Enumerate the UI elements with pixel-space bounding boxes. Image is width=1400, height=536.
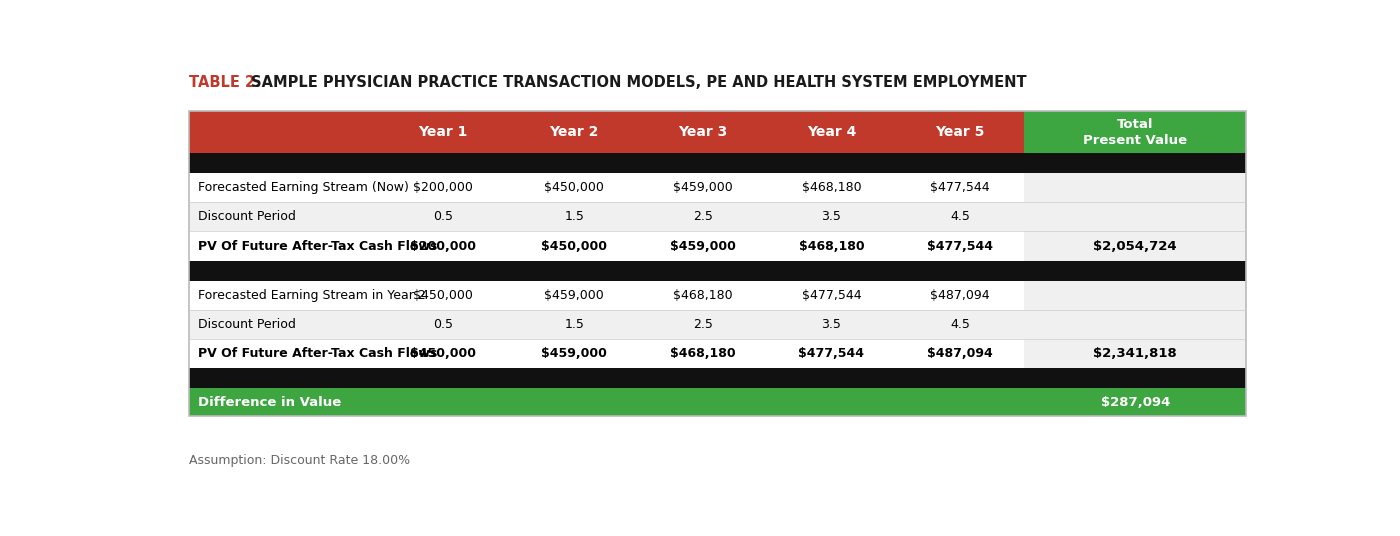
Text: Year 4: Year 4	[806, 125, 857, 139]
Bar	[189, 281, 1025, 310]
Bar	[1025, 111, 1246, 153]
Bar	[189, 202, 1025, 232]
Text: $450,000: $450,000	[410, 347, 476, 360]
Text: 3.5: 3.5	[822, 318, 841, 331]
Bar	[189, 260, 1246, 281]
Text: 0.5: 0.5	[433, 210, 454, 224]
Text: Year 1: Year 1	[419, 125, 468, 139]
Text: $468,180: $468,180	[671, 347, 735, 360]
Bar	[189, 310, 1025, 339]
Bar	[189, 339, 1025, 368]
Text: $200,000: $200,000	[413, 181, 473, 194]
Text: TABLE 2.: TABLE 2.	[189, 75, 260, 90]
Bar	[1025, 281, 1246, 310]
Bar	[189, 368, 1246, 389]
Text: Year 2: Year 2	[549, 125, 599, 139]
Text: 4.5: 4.5	[951, 210, 970, 224]
Bar	[189, 389, 1246, 416]
Bar	[189, 153, 1246, 173]
Text: $450,000: $450,000	[542, 240, 608, 252]
Text: Year 3: Year 3	[678, 125, 728, 139]
Text: $477,544: $477,544	[802, 289, 861, 302]
Text: $477,544: $477,544	[927, 240, 993, 252]
Text: 4.5: 4.5	[951, 318, 970, 331]
Text: Assumption: Discount Rate 18.00%: Assumption: Discount Rate 18.00%	[189, 453, 410, 467]
Bar	[1025, 202, 1246, 232]
Bar	[189, 173, 1025, 202]
Text: PV Of Future After-Tax Cash Flows: PV Of Future After-Tax Cash Flows	[199, 240, 437, 252]
Bar	[189, 111, 1246, 416]
Text: $450,000: $450,000	[545, 181, 603, 194]
Text: $459,000: $459,000	[542, 347, 608, 360]
Text: $459,000: $459,000	[673, 181, 732, 194]
Text: $459,000: $459,000	[669, 240, 736, 252]
Bar	[189, 232, 1025, 260]
Bar	[1025, 173, 1246, 202]
Text: $468,180: $468,180	[673, 289, 732, 302]
Text: 3.5: 3.5	[822, 210, 841, 224]
Text: $477,544: $477,544	[930, 181, 990, 194]
Text: Year 5: Year 5	[935, 125, 984, 139]
Text: $468,180: $468,180	[798, 240, 864, 252]
Text: 1.5: 1.5	[564, 210, 584, 224]
Text: $2,054,724: $2,054,724	[1093, 240, 1177, 252]
Text: $487,094: $487,094	[927, 347, 993, 360]
Bar	[1025, 310, 1246, 339]
Text: $487,094: $487,094	[930, 289, 990, 302]
Bar	[1025, 232, 1246, 260]
Text: $287,094: $287,094	[1100, 396, 1170, 409]
Text: Forecasted Earning Stream (Now): Forecasted Earning Stream (Now)	[199, 181, 409, 194]
Text: Forecasted Earning Stream in Year 2: Forecasted Earning Stream in Year 2	[199, 289, 426, 302]
Text: $2,341,818: $2,341,818	[1093, 347, 1177, 360]
Text: $200,000: $200,000	[410, 240, 476, 252]
Text: 1.5: 1.5	[564, 318, 584, 331]
Text: $468,180: $468,180	[802, 181, 861, 194]
Bar	[1025, 339, 1246, 368]
Text: PV Of Future After-Tax Cash Flows: PV Of Future After-Tax Cash Flows	[199, 347, 437, 360]
Text: 0.5: 0.5	[433, 318, 454, 331]
Text: 2.5: 2.5	[693, 210, 713, 224]
Text: Difference in Value: Difference in Value	[199, 396, 342, 409]
Text: $477,544: $477,544	[798, 347, 864, 360]
Text: Discount Period: Discount Period	[199, 318, 297, 331]
Text: SAMPLE PHYSICIAN PRACTICE TRANSACTION MODELS, PE AND HEALTH SYSTEM EMPLOYMENT: SAMPLE PHYSICIAN PRACTICE TRANSACTION MO…	[245, 75, 1026, 90]
Text: $450,000: $450,000	[413, 289, 473, 302]
Bar	[189, 111, 1025, 153]
Text: 2.5: 2.5	[693, 318, 713, 331]
Text: Discount Period: Discount Period	[199, 210, 297, 224]
Text: Total
Present Value: Total Present Value	[1084, 117, 1187, 146]
Text: $459,000: $459,000	[545, 289, 603, 302]
